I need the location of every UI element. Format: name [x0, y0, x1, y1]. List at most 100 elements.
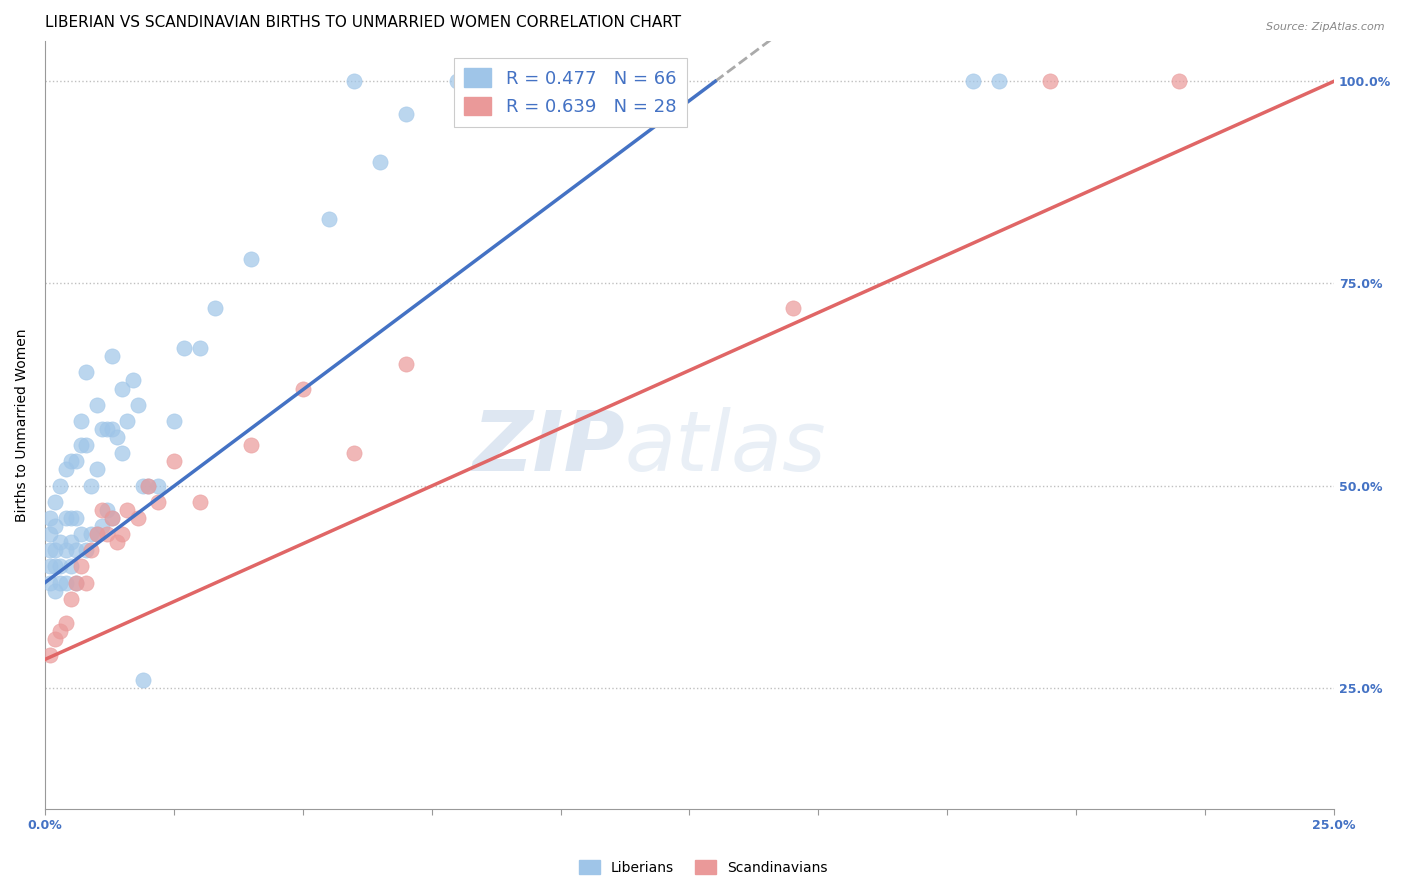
- Liberians: [70, 414, 93, 428]
- Liberians: [65, 543, 87, 558]
- Liberians: [105, 430, 128, 444]
- Liberians: [90, 422, 112, 436]
- Liberians: [49, 559, 72, 574]
- Liberians: [75, 365, 97, 379]
- Liberians: [44, 543, 66, 558]
- Scandinavians: [39, 648, 62, 663]
- Liberians: [59, 559, 82, 574]
- Liberians: [163, 414, 186, 428]
- Scandinavians: [59, 591, 82, 606]
- Liberians: [240, 252, 263, 267]
- Liberians: [86, 398, 108, 412]
- Scandinavians: [395, 357, 418, 371]
- Liberians: [44, 519, 66, 533]
- Liberians: [127, 398, 149, 412]
- Liberians: [121, 374, 143, 388]
- Legend: Liberians, Scandinavians: Liberians, Scandinavians: [574, 855, 832, 880]
- Liberians: [44, 494, 66, 508]
- Scandinavians: [105, 535, 128, 549]
- Liberians: [188, 341, 211, 355]
- Liberians: [111, 446, 134, 460]
- Liberians: [80, 527, 103, 541]
- Liberians: [318, 211, 340, 226]
- Liberians: [101, 511, 124, 525]
- Scandinavians: [65, 575, 87, 590]
- Liberians: [44, 583, 66, 598]
- Text: ZIP: ZIP: [472, 408, 626, 489]
- Liberians: [55, 462, 77, 476]
- Liberians: [86, 462, 108, 476]
- Scandinavians: [1039, 74, 1062, 88]
- Liberians: [49, 535, 72, 549]
- Scandinavians: [117, 503, 139, 517]
- Scandinavians: [188, 494, 211, 508]
- Liberians: [55, 575, 77, 590]
- Liberians: [39, 559, 62, 574]
- Liberians: [395, 106, 418, 120]
- Y-axis label: Births to Unmarried Women: Births to Unmarried Women: [15, 328, 30, 522]
- Text: LIBERIAN VS SCANDINAVIAN BIRTHS TO UNMARRIED WOMEN CORRELATION CHART: LIBERIAN VS SCANDINAVIAN BIRTHS TO UNMAR…: [45, 15, 681, 30]
- Liberians: [117, 414, 139, 428]
- Liberians: [55, 543, 77, 558]
- Scandinavians: [782, 301, 804, 315]
- Liberians: [39, 543, 62, 558]
- Scandinavians: [240, 438, 263, 452]
- Scandinavians: [70, 559, 93, 574]
- Scandinavians: [55, 615, 77, 630]
- Scandinavians: [49, 624, 72, 639]
- Text: Source: ZipAtlas.com: Source: ZipAtlas.com: [1267, 22, 1385, 32]
- Legend: R = 0.477   N = 66, R = 0.639   N = 28: R = 0.477 N = 66, R = 0.639 N = 28: [454, 58, 688, 127]
- Liberians: [90, 519, 112, 533]
- Liberians: [49, 478, 72, 492]
- Scandinavians: [101, 511, 124, 525]
- Liberians: [75, 438, 97, 452]
- Liberians: [111, 382, 134, 396]
- Liberians: [70, 438, 93, 452]
- Liberians: [204, 301, 226, 315]
- Liberians: [39, 511, 62, 525]
- Liberians: [59, 454, 82, 468]
- Liberians: [173, 341, 195, 355]
- Scandinavians: [96, 527, 118, 541]
- Liberians: [65, 575, 87, 590]
- Liberians: [446, 74, 468, 88]
- Liberians: [101, 349, 124, 363]
- Scandinavians: [111, 527, 134, 541]
- Liberians: [132, 478, 155, 492]
- Liberians: [65, 454, 87, 468]
- Scandinavians: [44, 632, 66, 647]
- Liberians: [86, 527, 108, 541]
- Liberians: [962, 74, 984, 88]
- Liberians: [44, 559, 66, 574]
- Liberians: [59, 511, 82, 525]
- Liberians: [55, 511, 77, 525]
- Scandinavians: [90, 503, 112, 517]
- Liberians: [65, 511, 87, 525]
- Scandinavians: [291, 382, 314, 396]
- Liberians: [136, 478, 159, 492]
- Liberians: [132, 673, 155, 687]
- Liberians: [96, 503, 118, 517]
- Liberians: [368, 155, 391, 169]
- Scandinavians: [80, 543, 103, 558]
- Scandinavians: [127, 511, 149, 525]
- Liberians: [96, 422, 118, 436]
- Scandinavians: [148, 494, 170, 508]
- Liberians: [80, 478, 103, 492]
- Liberians: [101, 422, 124, 436]
- Liberians: [59, 535, 82, 549]
- Scandinavians: [136, 478, 159, 492]
- Liberians: [75, 543, 97, 558]
- Scandinavians: [343, 446, 366, 460]
- Scandinavians: [75, 575, 97, 590]
- Scandinavians: [1168, 74, 1191, 88]
- Liberians: [39, 575, 62, 590]
- Scandinavians: [86, 527, 108, 541]
- Liberians: [148, 478, 170, 492]
- Scandinavians: [163, 454, 186, 468]
- Liberians: [343, 74, 366, 88]
- Liberians: [70, 527, 93, 541]
- Liberians: [49, 575, 72, 590]
- Liberians: [987, 74, 1010, 88]
- Text: atlas: atlas: [626, 408, 827, 489]
